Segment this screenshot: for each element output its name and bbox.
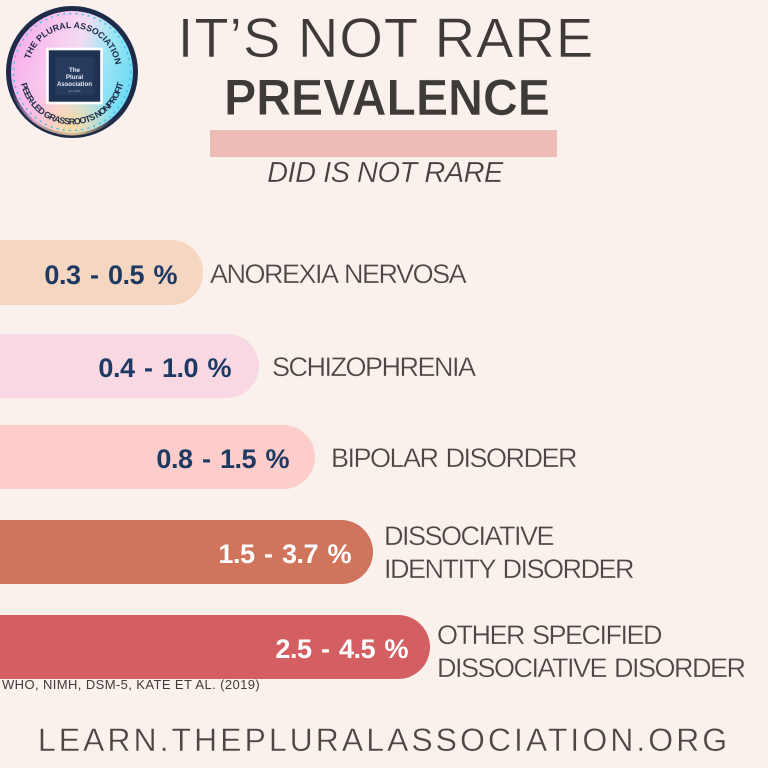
svg-text:Est. 2020: Est. 2020 bbox=[69, 89, 81, 93]
svg-text:The: The bbox=[69, 67, 81, 74]
svg-text:Plural: Plural bbox=[66, 74, 83, 81]
svg-text:Association: Association bbox=[57, 81, 92, 88]
